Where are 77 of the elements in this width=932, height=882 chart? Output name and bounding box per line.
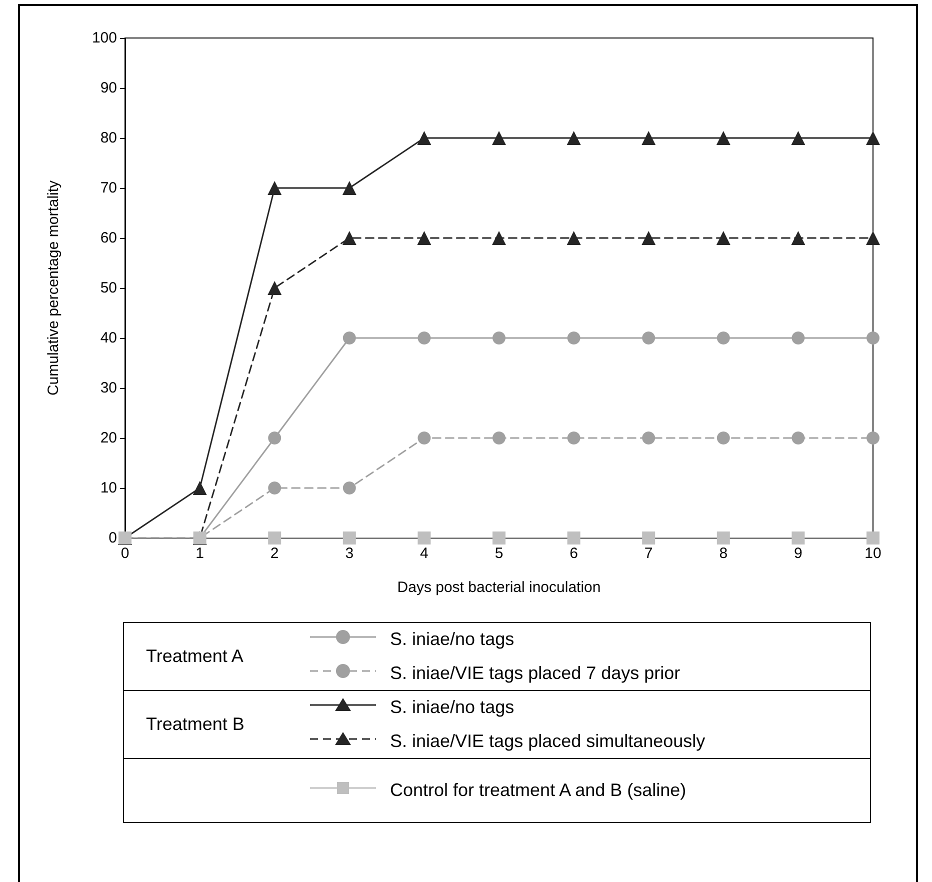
point bbox=[268, 532, 282, 544]
point bbox=[417, 131, 432, 145]
point bbox=[342, 231, 356, 245]
x-tick-label: 9 bbox=[794, 545, 802, 562]
point bbox=[192, 481, 207, 495]
point bbox=[492, 532, 506, 544]
text: Treatment B bbox=[124, 690, 302, 758]
point bbox=[492, 432, 506, 444]
legend-label: S. iniae/no tags bbox=[384, 622, 870, 656]
point bbox=[268, 181, 282, 195]
point bbox=[342, 181, 356, 195]
point bbox=[567, 332, 580, 344]
y-tick-label: 60 bbox=[100, 230, 117, 246]
point bbox=[716, 432, 730, 444]
point bbox=[417, 231, 432, 245]
x-tick-label: 6 bbox=[570, 545, 578, 562]
point bbox=[791, 231, 806, 245]
point bbox=[566, 131, 581, 145]
text: Treatment A bbox=[124, 622, 302, 690]
point bbox=[642, 131, 656, 145]
point bbox=[342, 532, 356, 544]
x-tick-label: 8 bbox=[719, 545, 728, 562]
x-tick-label: 10 bbox=[864, 545, 882, 562]
point bbox=[866, 532, 880, 544]
legend-label: S. iniae/VIE tags placed 7 days prior bbox=[384, 656, 870, 690]
point bbox=[642, 432, 656, 444]
y-tick-label: 70 bbox=[100, 180, 117, 196]
point bbox=[268, 281, 282, 295]
point bbox=[268, 482, 282, 494]
point bbox=[642, 332, 656, 344]
point bbox=[716, 332, 730, 344]
x-tick-label: 1 bbox=[196, 545, 204, 562]
point bbox=[342, 332, 356, 344]
legend-label: Control for treatment A and B (saline) bbox=[384, 758, 870, 822]
point bbox=[716, 231, 730, 245]
x-tick-label: 5 bbox=[494, 545, 504, 562]
y-tick-label: 80 bbox=[100, 130, 117, 146]
point bbox=[418, 432, 431, 444]
y-tick-label: 40 bbox=[100, 330, 117, 346]
y-tick-label: 0 bbox=[108, 530, 117, 546]
point bbox=[866, 231, 880, 245]
point bbox=[492, 231, 506, 245]
point bbox=[268, 432, 282, 444]
point bbox=[492, 131, 506, 145]
y-tick-label: 10 bbox=[100, 480, 117, 496]
x-tick-label: 4 bbox=[420, 545, 428, 562]
point bbox=[866, 131, 880, 145]
point bbox=[716, 131, 730, 145]
x-tick-label: 2 bbox=[270, 545, 279, 562]
point bbox=[866, 332, 880, 344]
point bbox=[716, 532, 730, 544]
point bbox=[792, 532, 805, 544]
point bbox=[566, 231, 581, 245]
y-tick-label: 50 bbox=[100, 280, 117, 296]
legend-label: S. iniae/no tags bbox=[384, 690, 870, 724]
x-tick-label: 0 bbox=[120, 545, 130, 562]
y-tick-label: 90 bbox=[100, 80, 117, 96]
point bbox=[567, 532, 580, 544]
point bbox=[342, 482, 356, 494]
y-tick-label: 30 bbox=[100, 380, 117, 396]
x-axis-title: Days post bacterial inoculation bbox=[397, 579, 601, 596]
y-axis-title: Cumulative percentage mortality bbox=[45, 180, 62, 396]
x-tick-label: 3 bbox=[345, 545, 354, 562]
point bbox=[492, 332, 506, 344]
point bbox=[791, 131, 806, 145]
point bbox=[792, 432, 805, 444]
point bbox=[866, 432, 880, 444]
x-tick-label: 7 bbox=[644, 545, 653, 562]
point bbox=[642, 231, 656, 245]
y-tick-label: 20 bbox=[100, 430, 117, 446]
point bbox=[792, 332, 805, 344]
y-tick-label: 100 bbox=[92, 30, 117, 46]
point bbox=[567, 432, 580, 444]
point bbox=[418, 332, 431, 344]
point bbox=[642, 532, 656, 544]
legend-label: S. iniae/VIE tags placed simultaneously bbox=[384, 724, 870, 758]
point bbox=[418, 532, 431, 544]
